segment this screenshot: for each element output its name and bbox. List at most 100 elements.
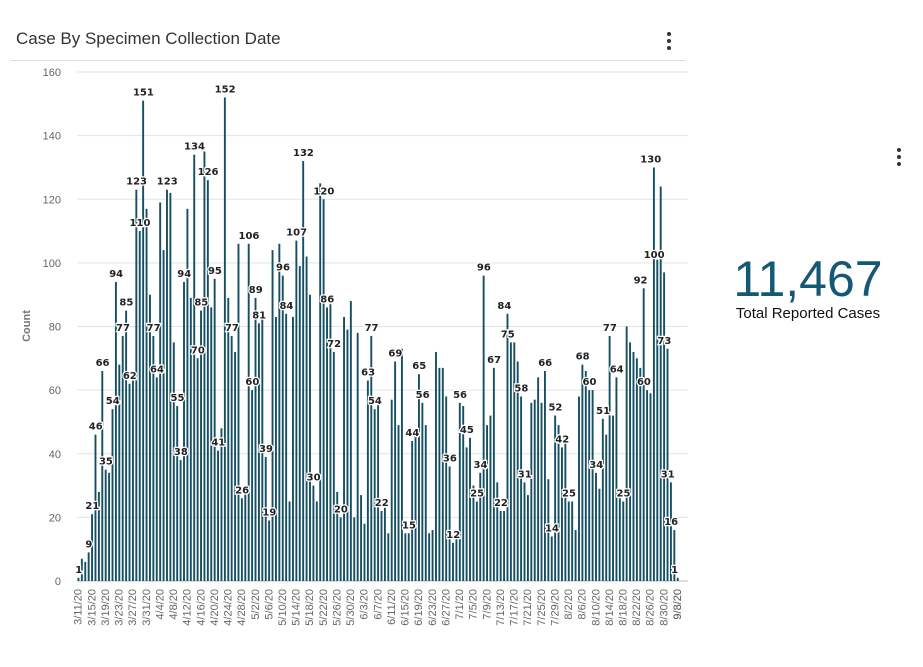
data-label: 81 xyxy=(252,310,266,321)
bar xyxy=(159,202,162,581)
bar xyxy=(373,409,376,581)
bar xyxy=(669,482,672,581)
data-label: 85 xyxy=(119,298,133,309)
data-label: 12 xyxy=(446,530,460,541)
bar xyxy=(564,437,567,581)
x-tick-label: 8/18/20 xyxy=(618,589,630,626)
bar xyxy=(516,361,519,581)
bar xyxy=(135,189,138,582)
bar xyxy=(162,250,165,581)
bar xyxy=(346,329,349,581)
bar xyxy=(561,447,563,581)
bar xyxy=(108,472,111,581)
data-label: 123 xyxy=(157,177,178,188)
x-tick-label: 4/24/20 xyxy=(223,589,235,626)
bar xyxy=(404,533,407,581)
bar xyxy=(309,294,311,581)
x-tick-label: 5/10/20 xyxy=(277,589,289,626)
kpi-menu-button[interactable] xyxy=(896,148,902,169)
bar xyxy=(169,192,172,581)
x-tick-label: 5/26/20 xyxy=(331,589,343,626)
bar xyxy=(217,450,220,581)
bar xyxy=(285,313,288,581)
data-label: 92 xyxy=(634,275,648,286)
x-tick-label: 5/14/20 xyxy=(291,589,303,626)
bar xyxy=(213,278,216,581)
bar xyxy=(523,482,526,581)
bar xyxy=(486,425,489,581)
bar xyxy=(223,97,226,581)
bar xyxy=(251,390,254,581)
bar xyxy=(428,533,431,581)
title-divider xyxy=(10,60,686,61)
data-label: 56 xyxy=(416,390,430,401)
bar xyxy=(125,310,128,581)
bar xyxy=(605,434,608,581)
x-tick-label: 6/3/20 xyxy=(359,589,371,620)
bar xyxy=(663,272,666,581)
bar xyxy=(625,326,628,581)
bar xyxy=(462,406,465,581)
bar xyxy=(200,310,202,581)
bar xyxy=(149,294,151,581)
data-label: 9 xyxy=(85,539,92,550)
bar xyxy=(220,428,223,581)
bar xyxy=(656,259,659,581)
bar xyxy=(540,402,543,581)
data-label: 25 xyxy=(617,488,631,499)
bar xyxy=(131,380,134,581)
data-label: 72 xyxy=(327,339,341,350)
data-label: 20 xyxy=(334,504,348,515)
x-tick-label: 6/23/20 xyxy=(427,589,439,626)
data-label: 34 xyxy=(474,460,488,471)
bar xyxy=(268,520,271,581)
x-tick-label: 7/5/20 xyxy=(468,589,480,620)
x-tick-label: 8/10/20 xyxy=(590,589,602,626)
bar xyxy=(557,425,560,581)
bar xyxy=(155,377,158,581)
data-label: 16 xyxy=(664,517,678,528)
x-tick-label: 6/19/20 xyxy=(413,589,425,626)
bar xyxy=(101,371,104,581)
chart-menu-button[interactable] xyxy=(666,32,672,53)
bar xyxy=(588,390,591,581)
bar xyxy=(642,288,645,581)
bar xyxy=(608,336,611,581)
bar xyxy=(394,361,397,581)
bar xyxy=(332,351,335,581)
bar xyxy=(138,231,141,581)
bar xyxy=(326,307,328,581)
data-label: 84 xyxy=(279,301,293,312)
bar xyxy=(458,402,461,581)
bar xyxy=(271,250,274,581)
bar xyxy=(142,100,145,581)
data-label: 106 xyxy=(239,231,260,242)
bar xyxy=(649,393,652,581)
data-label: 70 xyxy=(191,345,205,356)
bar xyxy=(94,434,97,581)
bar xyxy=(489,415,492,581)
bar xyxy=(193,154,196,581)
y-tick-label: 80 xyxy=(49,322,61,334)
bar xyxy=(234,351,237,581)
data-label: 19 xyxy=(262,508,276,519)
bar xyxy=(152,336,155,581)
bar xyxy=(322,199,325,581)
bar xyxy=(91,514,94,581)
x-tick-label: 7/9/20 xyxy=(481,589,493,620)
bar xyxy=(435,351,437,581)
data-label: 55 xyxy=(170,393,184,404)
bar xyxy=(370,336,373,581)
x-tick-label: 4/8/20 xyxy=(168,589,180,620)
bar xyxy=(240,498,243,581)
data-label: 25 xyxy=(470,488,484,499)
bar xyxy=(601,418,604,581)
bar xyxy=(172,342,175,581)
bar xyxy=(421,402,424,581)
x-tick-label: 7/21/20 xyxy=(522,589,534,626)
bar xyxy=(319,183,322,581)
data-label: 69 xyxy=(388,348,402,359)
data-label: 34 xyxy=(589,460,603,471)
bar xyxy=(472,485,475,581)
bar xyxy=(247,243,250,581)
